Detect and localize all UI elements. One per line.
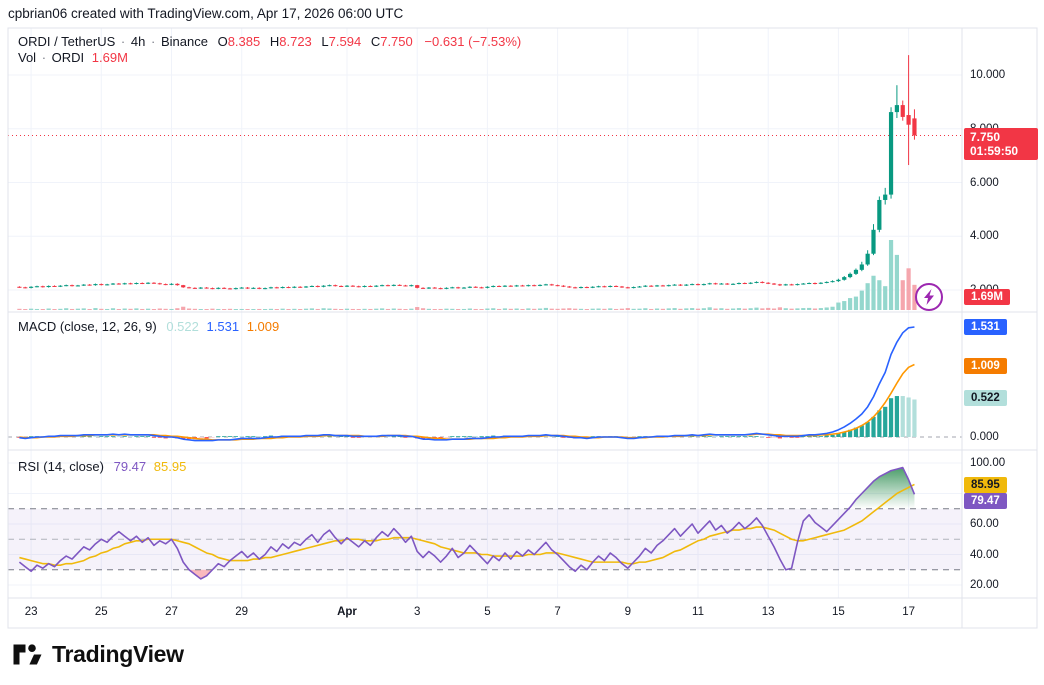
macd-hist-value: 0.522: [166, 319, 199, 334]
volume-label: Vol: [18, 50, 37, 65]
macd-line-badge: 1.531: [964, 319, 1007, 335]
lightning-icon: [924, 289, 934, 305]
volume-value: 1.69M: [91, 50, 128, 65]
volume-legend: Vol · ORDI 1.69M: [18, 50, 128, 65]
low-value: 7.594: [328, 34, 362, 49]
tradingview-logo-mark: [13, 643, 42, 664]
change-value: −0.631 (−7.53%): [424, 34, 522, 49]
price-scale-label: 6.000: [970, 176, 999, 189]
close-value: 7.750: [380, 34, 413, 49]
macd-line-value: 1.531: [206, 319, 240, 334]
macd-zero-label: 0.000: [970, 431, 999, 443]
macd-signal-value: 1.009: [246, 319, 280, 334]
tradingview-wordmark: TradingView: [52, 641, 184, 667]
chart-canvas[interactable]: [0, 0, 1044, 632]
time-scale-label: 5: [484, 606, 491, 618]
legend-separator: ·: [41, 50, 47, 65]
time-scale-label: 25: [94, 606, 108, 618]
legend-separator: ·: [120, 34, 126, 49]
symbol-legend: ORDI / TetherUS · 4h · Binance O8.385 H8…: [18, 34, 521, 49]
time-scale-label: 9: [624, 606, 631, 618]
interval-label[interactable]: 4h: [130, 34, 146, 49]
boost-lightning-button[interactable]: [915, 283, 943, 311]
time-scale-label: 17: [902, 606, 915, 618]
rsi-scale-label: 100.00: [970, 457, 1006, 469]
volume-symbol: ORDI: [51, 50, 85, 65]
time-scale-label: 29: [235, 606, 249, 618]
macd-title[interactable]: MACD (close, 12, 26, 9): [18, 319, 157, 334]
macd-signal-badge: 1.009: [964, 358, 1007, 374]
time-scale-label: 13: [761, 606, 775, 618]
time-scale-label: 3: [413, 606, 421, 618]
time-scale-label: 15: [831, 606, 845, 618]
close-label: C: [370, 34, 381, 49]
volume-badge: 1.69M: [964, 289, 1010, 305]
rsi-value-badge: 79.47: [964, 493, 1007, 509]
time-scale-label: 11: [692, 606, 704, 618]
symbol-name[interactable]: ORDI / TetherUS: [18, 34, 116, 49]
high-label: H: [269, 34, 280, 49]
time-scale-label: 23: [24, 606, 38, 618]
open-label: O: [217, 34, 228, 49]
last-price-value: 7.750: [970, 130, 1001, 144]
time-scale-label: 27: [165, 606, 178, 618]
price-scale-label: 4.000: [970, 230, 999, 243]
rsi-value: 79.47: [113, 459, 147, 474]
time-scale-label: 7: [554, 606, 561, 618]
rsi-title[interactable]: RSI (14, close): [18, 459, 104, 474]
rsi-ma-badge: 85.95: [964, 477, 1007, 493]
snapshot-caption: cpbrian06 created with TradingView.com, …: [8, 6, 404, 21]
rsi-scale-label: 60.00: [970, 518, 999, 530]
tradingview-logo[interactable]: TradingView: [13, 641, 184, 668]
rsi-scale-label: 40.00: [970, 548, 999, 561]
legend-separator: ·: [150, 34, 156, 49]
rsi-scale-label: 20.00: [970, 579, 999, 591]
low-label: L: [321, 34, 329, 49]
high-value: 8.723: [279, 34, 312, 49]
rsi-ma-value: 85.95: [153, 459, 187, 474]
last-price-badge: 7.750 01:59:50: [964, 128, 1038, 160]
rsi-legend: RSI (14, close) 79.47 85.95: [18, 459, 186, 474]
exchange-label: Binance: [160, 34, 208, 49]
open-value: 8.385: [227, 34, 261, 49]
bar-countdown: 01:59:50: [970, 144, 1019, 158]
macd-hist-badge: 0.522: [964, 390, 1007, 406]
price-scale-label: 10.000: [970, 69, 1006, 81]
time-scale-label: Apr: [337, 606, 357, 618]
macd-legend: MACD (close, 12, 26, 9) 0.522 1.531 1.00…: [18, 319, 279, 334]
